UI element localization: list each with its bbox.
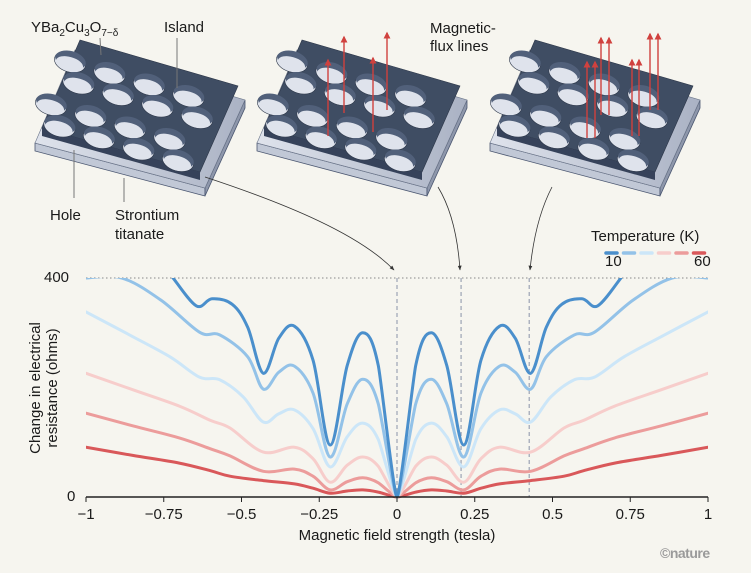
x-tick-label: 0.25	[460, 506, 490, 523]
flux-label-line2: flux lines	[430, 38, 489, 55]
island-label: Island	[164, 19, 205, 36]
connector-arrow-2	[437, 186, 462, 271]
substrate-label-line2: titanate	[115, 226, 165, 243]
connector-arrows	[204, 176, 553, 271]
y-tick-400: 400	[44, 269, 70, 286]
illustrations	[34, 31, 701, 197]
legend-title: Temperature (K)	[591, 228, 700, 245]
flux-label-line1: Magnetic-	[430, 20, 496, 37]
x-tick-label: 1	[703, 506, 713, 523]
y-axis-label-line1: Change in electrical	[27, 322, 44, 454]
series-line-10k	[171, 278, 623, 499]
perforated-film-illustration	[489, 32, 701, 197]
legend-min-label: 10	[605, 253, 622, 270]
x-tick-label: 0.75	[615, 506, 645, 523]
x-tick-label: 0.5	[542, 506, 563, 523]
x-tick-label: −0.5	[226, 506, 257, 523]
perforated-film-illustration	[34, 39, 246, 197]
formula-label: YBa2Cu3O7−δ	[31, 19, 119, 39]
x-tick-label: −0.25	[300, 506, 339, 523]
x-tick-label: −1	[77, 506, 95, 523]
perforated-film-illustration	[256, 31, 468, 197]
connector-arrow-3	[528, 186, 553, 271]
credit-logo: ©nature	[660, 545, 710, 561]
legend-max-label: 60	[694, 253, 711, 270]
substrate-label-line1: Strontium	[115, 207, 180, 224]
y-tick-0: 0	[67, 488, 76, 505]
x-ticks	[85, 497, 709, 502]
leader-lines	[73, 37, 178, 202]
hole-label: Hole	[50, 207, 81, 224]
x-tick-label: −0.75	[144, 506, 183, 523]
connector-arrow-1	[204, 176, 395, 271]
x-axis-label: Magnetic field strength (tesla)	[298, 527, 496, 544]
y-axis-label-line2: resistance (ohms)	[44, 328, 61, 448]
reference-lines	[396, 278, 530, 497]
x-tick-label: 0	[392, 506, 402, 523]
